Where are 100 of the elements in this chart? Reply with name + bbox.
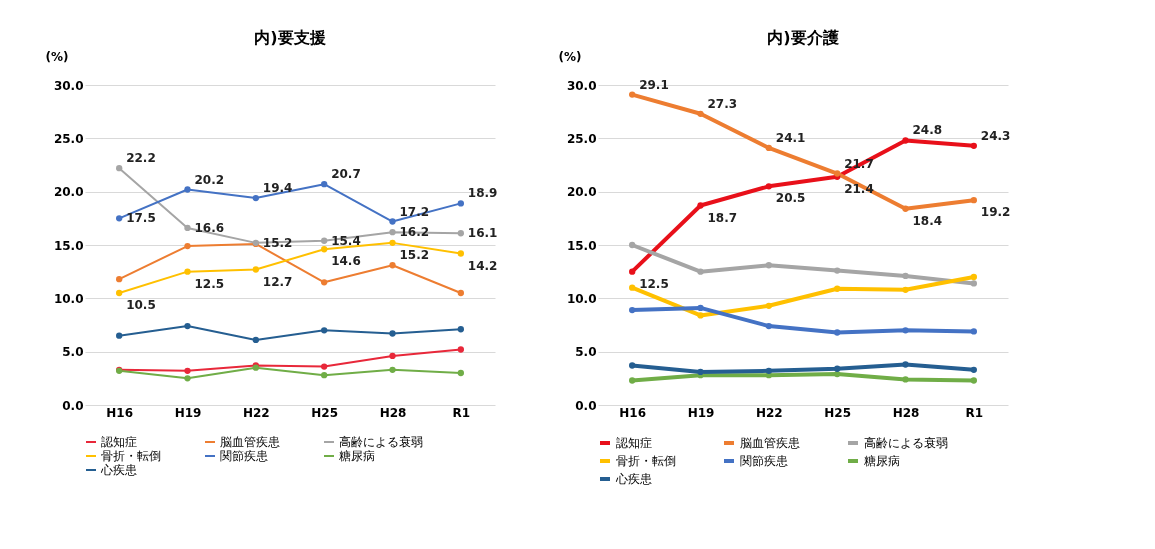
point — [902, 327, 909, 334]
y-tick-label: 20.0 — [566, 185, 597, 200]
point — [184, 322, 191, 330]
data-label: 29.1 — [639, 77, 669, 92]
y-tick-label: 0.0 — [62, 398, 84, 413]
point — [902, 137, 909, 144]
point — [389, 229, 396, 236]
point — [457, 230, 464, 237]
data-label: 27.3 — [707, 96, 738, 111]
point — [321, 371, 328, 379]
data-label: 12.5 — [639, 276, 669, 291]
point — [321, 246, 328, 253]
x-tick-label: H19 — [174, 405, 202, 420]
data-label: 22.2 — [126, 151, 156, 166]
data-label: 20.7 — [331, 167, 361, 182]
point — [765, 367, 772, 375]
point — [765, 262, 772, 269]
point — [765, 144, 772, 152]
point — [457, 200, 464, 207]
point — [321, 363, 328, 370]
x-tick-label: H22 — [242, 405, 270, 420]
point — [834, 285, 841, 292]
point — [970, 273, 977, 281]
x-tick-label: H19 — [687, 405, 715, 420]
point — [629, 91, 636, 98]
point — [970, 197, 977, 204]
x-tick-label: H22 — [755, 405, 783, 420]
data-label: 16.2 — [399, 225, 430, 240]
point — [321, 327, 328, 334]
legend-label: 骨折・転倒 — [616, 454, 676, 468]
y-tick-label: 15.0 — [566, 238, 597, 253]
point — [184, 224, 191, 232]
data-label: 15.4 — [331, 233, 361, 248]
y-tick-label: 25.0 — [53, 131, 84, 146]
data-label: 14.2 — [467, 258, 498, 273]
point — [389, 330, 396, 337]
x-tick-label: R1 — [965, 405, 984, 420]
point — [184, 186, 191, 193]
chart-title: 内)要介護 — [767, 28, 839, 47]
data-label: 12.5 — [194, 276, 225, 291]
data-label: 24.1 — [775, 130, 806, 145]
point — [697, 268, 704, 275]
point — [629, 284, 636, 291]
point — [834, 370, 841, 378]
x-tick-label: R1 — [452, 405, 471, 420]
legend-label: 認知症 — [616, 436, 652, 450]
point — [457, 346, 464, 353]
point — [697, 312, 704, 319]
point — [116, 215, 123, 222]
data-label: 24.8 — [912, 123, 943, 138]
point — [116, 332, 123, 339]
data-label: 15.2 — [262, 235, 293, 250]
legend-label: 心疾患 — [615, 472, 652, 486]
y-tick-label: 25.0 — [566, 131, 597, 146]
point — [765, 183, 772, 190]
legend-label: 関節疾患 — [220, 449, 268, 463]
point — [902, 361, 909, 368]
point — [970, 142, 977, 149]
data-label: 10.5 — [126, 298, 156, 312]
y-tick-label: 30.0 — [53, 78, 84, 93]
y-axis-title: (%) — [45, 49, 69, 64]
y-axis-title: (%) — [558, 49, 582, 64]
legend-label: 糖尿病 — [339, 449, 375, 463]
point — [184, 242, 191, 250]
data-label: 15.2 — [399, 247, 430, 262]
y-tick-label: 30.0 — [566, 78, 597, 93]
data-label: 12.7 — [262, 274, 293, 289]
point — [629, 362, 636, 369]
point — [697, 368, 704, 376]
point — [184, 367, 191, 375]
point — [457, 289, 464, 297]
data-label: 14.6 — [331, 254, 361, 269]
data-label: 20.5 — [775, 191, 806, 206]
point — [252, 194, 259, 202]
y-tick-label: 5.0 — [62, 345, 84, 360]
data-label: 16.1 — [467, 226, 498, 241]
point — [834, 267, 841, 274]
data-label: 18.7 — [707, 210, 738, 225]
data-label: 16.6 — [194, 220, 225, 235]
y-tick-label: 10.0 — [566, 291, 597, 306]
point — [697, 304, 704, 312]
data-label: 18.9 — [467, 186, 498, 201]
point — [629, 377, 636, 384]
data-label: 17.2 — [399, 204, 430, 219]
point — [629, 268, 636, 275]
point — [457, 326, 464, 333]
chart-title: 内)要支援 — [254, 28, 326, 47]
data-label: 19.4 — [262, 181, 293, 196]
data-label: 19.2 — [980, 205, 1011, 220]
point — [629, 241, 636, 249]
x-tick-label: H16 — [619, 405, 647, 420]
y-tick-label: 10.0 — [53, 291, 84, 306]
point — [389, 352, 396, 360]
point — [252, 336, 259, 344]
data-label: 17.5 — [126, 211, 156, 226]
x-tick-label: H25 — [311, 405, 339, 420]
data-label: 18.4 — [912, 213, 943, 228]
point — [765, 322, 772, 330]
point — [389, 262, 396, 269]
point — [629, 306, 636, 314]
